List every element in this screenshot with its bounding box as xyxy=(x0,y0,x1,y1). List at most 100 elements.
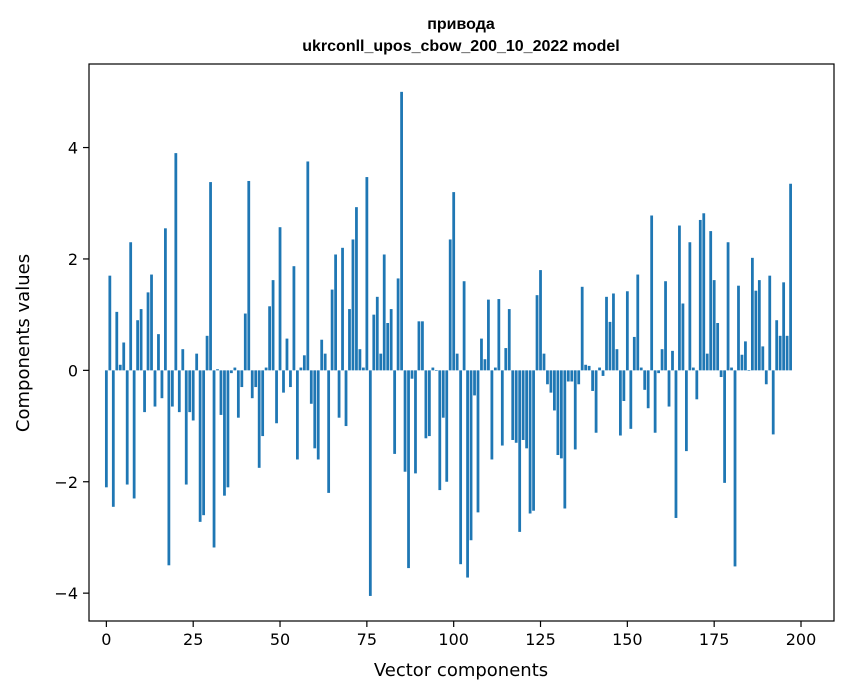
bar-component-119 xyxy=(518,370,522,532)
bar-component-105 xyxy=(469,370,473,541)
bar-component-180 xyxy=(730,367,733,371)
bar-component-147 xyxy=(615,349,619,371)
bar-component-106 xyxy=(473,370,476,396)
bar-component-76 xyxy=(368,370,372,596)
bar-component-98 xyxy=(445,370,449,482)
bar-component-88 xyxy=(410,370,414,379)
bar-component-136 xyxy=(577,370,581,385)
bar-component-127 xyxy=(546,370,549,385)
bar-component-175 xyxy=(712,280,716,371)
bar-component-27 xyxy=(198,370,202,522)
bar-component-29 xyxy=(205,335,209,371)
bar-component-133 xyxy=(566,370,570,382)
bar-component-25 xyxy=(191,370,195,421)
bar-component-49 xyxy=(275,370,278,424)
bar-component-161 xyxy=(664,281,667,371)
bar-component-83 xyxy=(393,370,397,454)
bar-component-137 xyxy=(580,286,584,371)
bar-component-191 xyxy=(768,275,772,371)
bar-component-101 xyxy=(455,353,459,371)
bar-component-64 xyxy=(327,370,331,493)
bar-component-63 xyxy=(323,353,327,371)
bar-component-96 xyxy=(438,370,442,491)
x-tick-label: 150 xyxy=(612,630,643,649)
bar-component-125 xyxy=(539,270,542,371)
bar-component-19 xyxy=(170,370,174,407)
bar-component-23 xyxy=(184,370,188,485)
x-tick-label: 75 xyxy=(357,630,377,649)
bar-component-84 xyxy=(396,278,400,371)
y-tick-label: −4 xyxy=(54,584,78,603)
bar-component-18 xyxy=(167,370,171,566)
bar-component-60 xyxy=(313,370,317,449)
bar-component-54 xyxy=(292,266,296,371)
bar-component-174 xyxy=(709,231,713,371)
bar-component-123 xyxy=(532,370,535,511)
bar-component-167 xyxy=(685,370,688,452)
bar-component-179 xyxy=(726,242,730,371)
bar-component-87 xyxy=(407,370,410,569)
bar-component-48 xyxy=(271,280,275,371)
bar-component-107 xyxy=(476,370,480,513)
bar-component-78 xyxy=(375,296,379,371)
bar-component-24 xyxy=(188,370,192,413)
bar-component-31 xyxy=(212,370,216,548)
bar-component-10 xyxy=(139,309,143,371)
bar-component-92 xyxy=(424,370,428,439)
bar-component-168 xyxy=(688,242,692,371)
bar-component-130 xyxy=(556,370,560,456)
bar-component-102 xyxy=(459,370,463,565)
bar-component-176 xyxy=(716,323,720,371)
bar-component-100 xyxy=(452,192,456,371)
x-tick-label: 125 xyxy=(525,630,556,649)
bar-component-194 xyxy=(778,335,782,371)
bar-component-15 xyxy=(157,334,160,371)
bar-component-116 xyxy=(507,309,511,371)
bar-component-67 xyxy=(337,370,341,418)
bar-component-192 xyxy=(771,370,775,435)
bar-component-16 xyxy=(160,370,164,399)
bar-component-143 xyxy=(601,370,605,376)
y-tick-label: −2 xyxy=(54,473,78,492)
bar-component-169 xyxy=(691,367,695,371)
bar-component-128 xyxy=(549,370,553,393)
bar-component-154 xyxy=(639,367,643,371)
bar-component-153 xyxy=(636,274,640,371)
bar-component-56 xyxy=(299,367,303,371)
bar-component-14 xyxy=(153,370,157,407)
bar-component-115 xyxy=(504,348,508,371)
bar-component-193 xyxy=(775,320,779,371)
bar-component-21 xyxy=(177,370,181,413)
bar-component-132 xyxy=(563,370,567,509)
bar-component-158 xyxy=(653,370,657,433)
bar-component-1 xyxy=(108,275,112,371)
bar-component-41 xyxy=(247,180,251,371)
bar-component-99 xyxy=(448,239,452,371)
bar-component-66 xyxy=(334,254,337,371)
bar-component-144 xyxy=(605,296,608,371)
bar-component-28 xyxy=(202,370,206,516)
bar-component-57 xyxy=(302,355,306,371)
bar-component-162 xyxy=(667,370,671,407)
x-tick-label: 100 xyxy=(438,630,469,649)
chart-subtitle: ukrconll_upos_cbow_200_10_2022 model xyxy=(302,38,619,55)
bar-component-159 xyxy=(657,370,660,374)
bar-component-152 xyxy=(632,336,636,371)
bar-component-6 xyxy=(125,370,129,485)
bar-component-108 xyxy=(480,338,483,371)
bar-component-34 xyxy=(223,370,226,496)
x-tick-label: 25 xyxy=(183,630,203,649)
bar-component-46 xyxy=(264,367,268,371)
bar-component-86 xyxy=(403,370,407,472)
bar-component-17 xyxy=(164,228,167,371)
bar-component-7 xyxy=(129,242,133,371)
y-tick-label: 0 xyxy=(68,361,78,380)
bar-component-85 xyxy=(400,91,403,371)
bar-component-73 xyxy=(358,349,362,371)
bar-component-139 xyxy=(587,365,591,371)
bar-component-111 xyxy=(490,370,494,460)
bar-component-97 xyxy=(441,370,445,418)
bar-component-4 xyxy=(118,364,122,371)
bar-component-178 xyxy=(723,370,726,483)
bar-component-5 xyxy=(122,342,126,371)
